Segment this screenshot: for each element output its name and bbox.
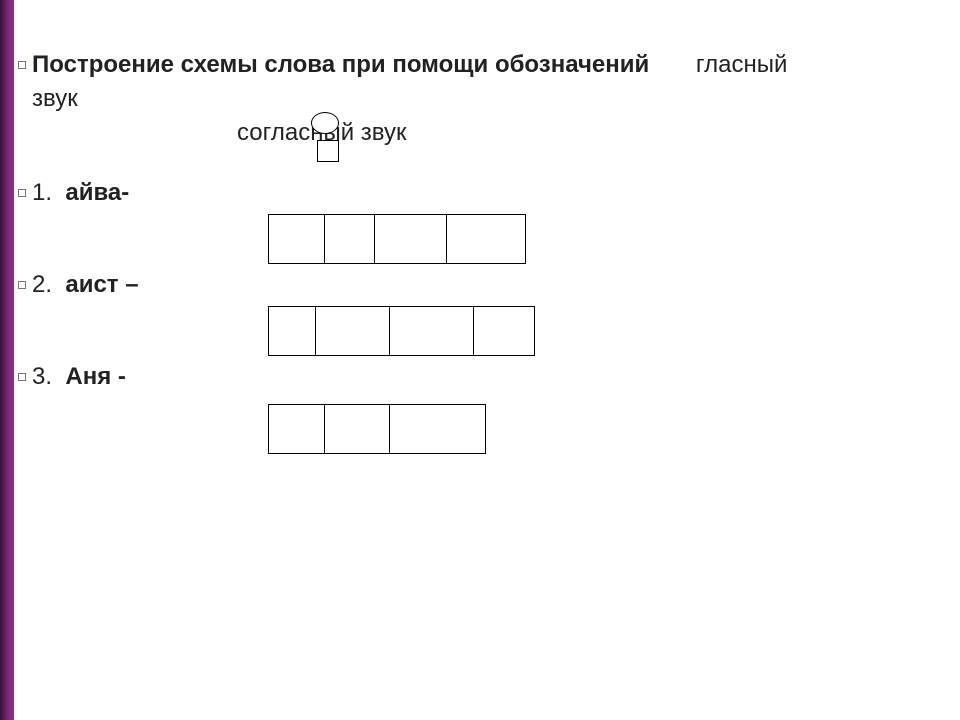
title-line-2: звук: [32, 82, 930, 116]
slide-content: Построение схемы слова при помощи обозна…: [32, 48, 930, 438]
word-item-2: 2. аист –: [32, 268, 930, 346]
vowel-oval-icon: [311, 112, 339, 134]
word-item-3: 3. Аня -: [32, 360, 930, 438]
scheme-cell: [390, 307, 474, 355]
scheme-1: [268, 214, 526, 264]
title-line: Построение схемы слова при помощи обозна…: [32, 48, 930, 82]
word-text-1: айва-: [59, 179, 130, 206]
scheme-cell: [447, 215, 525, 263]
word-line-3: 3. Аня -: [32, 360, 930, 394]
word-number-2: 2.: [32, 271, 52, 298]
scheme-cell: [316, 307, 390, 355]
vowel-label: гласный: [696, 48, 788, 82]
scheme-cell: [269, 405, 325, 453]
scheme-cell: [390, 405, 485, 453]
slide-left-edge: [0, 0, 14, 720]
word-item-1: 1. айва-: [32, 176, 930, 254]
scheme-3: [268, 404, 486, 454]
word-line-2: 2. аист –: [32, 268, 930, 302]
scheme-cell: [269, 215, 325, 263]
word-number-3: 3.: [32, 363, 52, 390]
scheme-cell: [325, 405, 390, 453]
scheme-cell: [375, 215, 447, 263]
consonant-square-icon: [317, 140, 339, 162]
word-number-1: 1.: [32, 179, 52, 206]
word-text-3: Аня -: [59, 363, 126, 390]
scheme-cell: [474, 307, 534, 355]
scheme-cell: [325, 215, 375, 263]
word-text-2: аист –: [59, 271, 139, 298]
bullet-title: Построение схемы слова при помощи обозна…: [32, 48, 930, 162]
word-line-1: 1. айва-: [32, 176, 930, 210]
title-bold: Построение схемы слова при помощи обозна…: [32, 51, 649, 78]
legend-row: согласный звук: [237, 116, 930, 162]
scheme-cell: [269, 307, 316, 355]
scheme-2: [268, 306, 535, 356]
